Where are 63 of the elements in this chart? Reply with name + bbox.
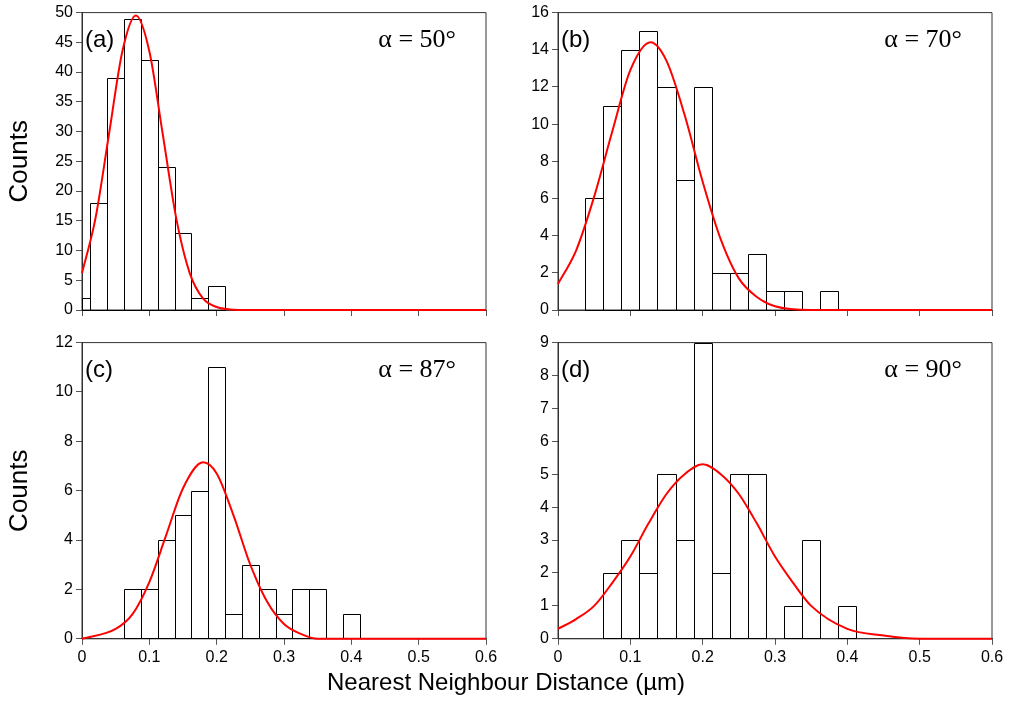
y-tick-label: 6 <box>540 431 550 449</box>
y-tick-label: 1 <box>540 596 550 614</box>
x-tick-label: 0.2 <box>691 647 714 665</box>
y-tick-label: 40 <box>55 62 74 80</box>
y-tick-label: 8 <box>540 151 550 169</box>
y-tick-label: 12 <box>531 77 550 95</box>
y-tick-label: 0 <box>64 300 74 318</box>
line-series <box>81 14 487 311</box>
x-tick-label: 0.3 <box>763 647 787 665</box>
y-tick-label: 10 <box>55 382 74 400</box>
y-tick-label: 45 <box>55 32 74 50</box>
y-tick-label: 5 <box>64 270 74 288</box>
x-tick-label: 0 <box>553 647 563 665</box>
y-tick-label: 4 <box>64 530 74 548</box>
y-tick-label: 0 <box>64 629 74 647</box>
annotation: (d) <box>561 354 591 382</box>
y-tick-label: 8 <box>64 431 74 449</box>
x-tick-label: 0.4 <box>836 647 859 665</box>
y-tick-label: 0 <box>540 629 550 647</box>
y-tick-label: 5 <box>540 464 550 482</box>
y-tick-label: 14 <box>531 40 550 58</box>
y-tick-label: 6 <box>540 188 550 206</box>
y-tick-label: 9 <box>540 333 550 351</box>
annotation: α = 87° <box>378 353 456 383</box>
y-tick-label: 30 <box>55 121 74 139</box>
annotation: α = 50° <box>378 23 456 53</box>
y-tick-label: 4 <box>540 226 550 244</box>
annotation: (b) <box>561 24 591 52</box>
x-axis-title: Nearest Neighbour Distance (µm) <box>326 668 686 696</box>
y-tick-label: 2 <box>540 263 550 281</box>
y-axis-title: Counts <box>2 120 33 203</box>
annotation: α = 70° <box>884 23 962 53</box>
annotation: (a) <box>85 24 115 52</box>
y-tick-label: 2 <box>540 563 550 581</box>
y-tick-label: 10 <box>531 114 550 132</box>
y-tick-label: 50 <box>55 3 74 21</box>
annotation: (c) <box>85 354 113 382</box>
x-tick-label: 0.5 <box>908 647 931 665</box>
x-tick-label: 0 <box>77 647 87 665</box>
y-tick-label: 7 <box>540 398 550 416</box>
y-tick-label: 4 <box>540 497 550 515</box>
y-tick-label: 20 <box>55 181 74 199</box>
y-tick-label: 25 <box>55 151 74 169</box>
y-tick-label: 16 <box>531 3 550 21</box>
x-tick-label: 0.6 <box>474 647 498 665</box>
annotation: α = 90° <box>884 353 962 383</box>
y-tick-label: 2 <box>64 579 74 597</box>
x-tick-label: 0.3 <box>272 647 296 665</box>
x-tick-label: 0.2 <box>205 647 228 665</box>
x-tick-label: 0.6 <box>980 647 1004 665</box>
y-tick-label: 3 <box>540 530 550 548</box>
y-tick-label: 12 <box>55 333 74 351</box>
x-tick-label: 0.1 <box>619 647 642 665</box>
x-tick-label: 0.5 <box>407 647 430 665</box>
y-tick-label: 15 <box>55 211 74 229</box>
y-tick-label: 10 <box>55 240 74 258</box>
x-tick-label: 0.4 <box>340 647 363 665</box>
x-tick-label: 0.1 <box>138 647 161 665</box>
y-axis-title: Counts <box>2 449 33 532</box>
y-tick-label: 8 <box>540 365 550 383</box>
y-tick-label: 6 <box>64 481 74 499</box>
y-tick-label: 0 <box>540 300 550 318</box>
y-tick-label: 35 <box>55 92 74 110</box>
